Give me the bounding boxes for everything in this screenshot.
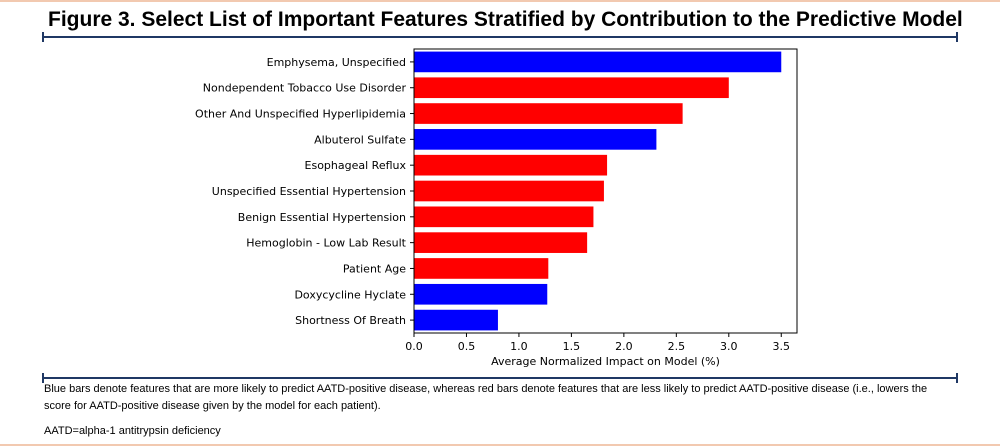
x-axis-title: Average Normalized Impact on Model (%) — [491, 355, 720, 368]
category-label: Other And Unspecified Hyperlipidemia — [195, 108, 406, 121]
bar — [414, 51, 782, 73]
bottom-border — [0, 444, 1000, 446]
category-label: Nondependent Tobacco Use Disorder — [203, 82, 407, 95]
bar — [414, 154, 608, 176]
plot-frame — [413, 48, 798, 334]
category-label: Esophageal Reflux — [305, 159, 407, 172]
x-tick-label: 3.5 — [773, 340, 791, 353]
top-border — [0, 0, 1000, 2]
category-label: Benign Essential Hypertension — [238, 211, 406, 224]
title-rule — [42, 32, 958, 42]
footnote-rule-right-cap — [956, 373, 958, 383]
x-tick-label: 3.0 — [720, 340, 738, 353]
bar — [414, 180, 604, 202]
x-tick-label: 2.0 — [615, 340, 633, 353]
category-label: Unspecified Essential Hypertension — [212, 185, 406, 198]
x-tick-label: 2.5 — [668, 340, 686, 353]
bar — [414, 129, 657, 150]
bar — [414, 232, 588, 253]
category-label: Doxycycline Hyclate — [294, 288, 406, 301]
figure-title: Figure 3. Select List of Important Featu… — [48, 8, 963, 31]
category-label: Shortness Of Breath — [295, 314, 406, 327]
footnote-rule — [42, 373, 958, 383]
footnote-abbreviation: AATD=alpha-1 antitrypsin deficiency — [44, 425, 221, 437]
bar — [414, 103, 683, 124]
footnote-color-legend: Blue bars denote features that are more … — [44, 383, 928, 412]
bar — [414, 258, 549, 279]
bar — [414, 77, 729, 99]
x-tick-label: 0.0 — [405, 340, 423, 353]
title-rule-left-cap — [42, 32, 44, 42]
x-tick-label: 0.5 — [458, 340, 476, 353]
footnote-rule-left-cap — [42, 373, 44, 383]
category-label: Emphysema, Unspecified — [267, 56, 406, 69]
bar — [414, 309, 498, 331]
category-label: Albuterol Sulfate — [314, 133, 406, 146]
x-tick-label: 1.0 — [510, 340, 528, 353]
bar — [414, 283, 548, 305]
x-tick-label: 1.5 — [563, 340, 581, 353]
title-rule-right-cap — [956, 32, 958, 42]
category-label: Patient Age — [343, 262, 406, 275]
bar — [414, 206, 594, 228]
category-label: Hemoglobin - Low Lab Result — [246, 237, 406, 250]
